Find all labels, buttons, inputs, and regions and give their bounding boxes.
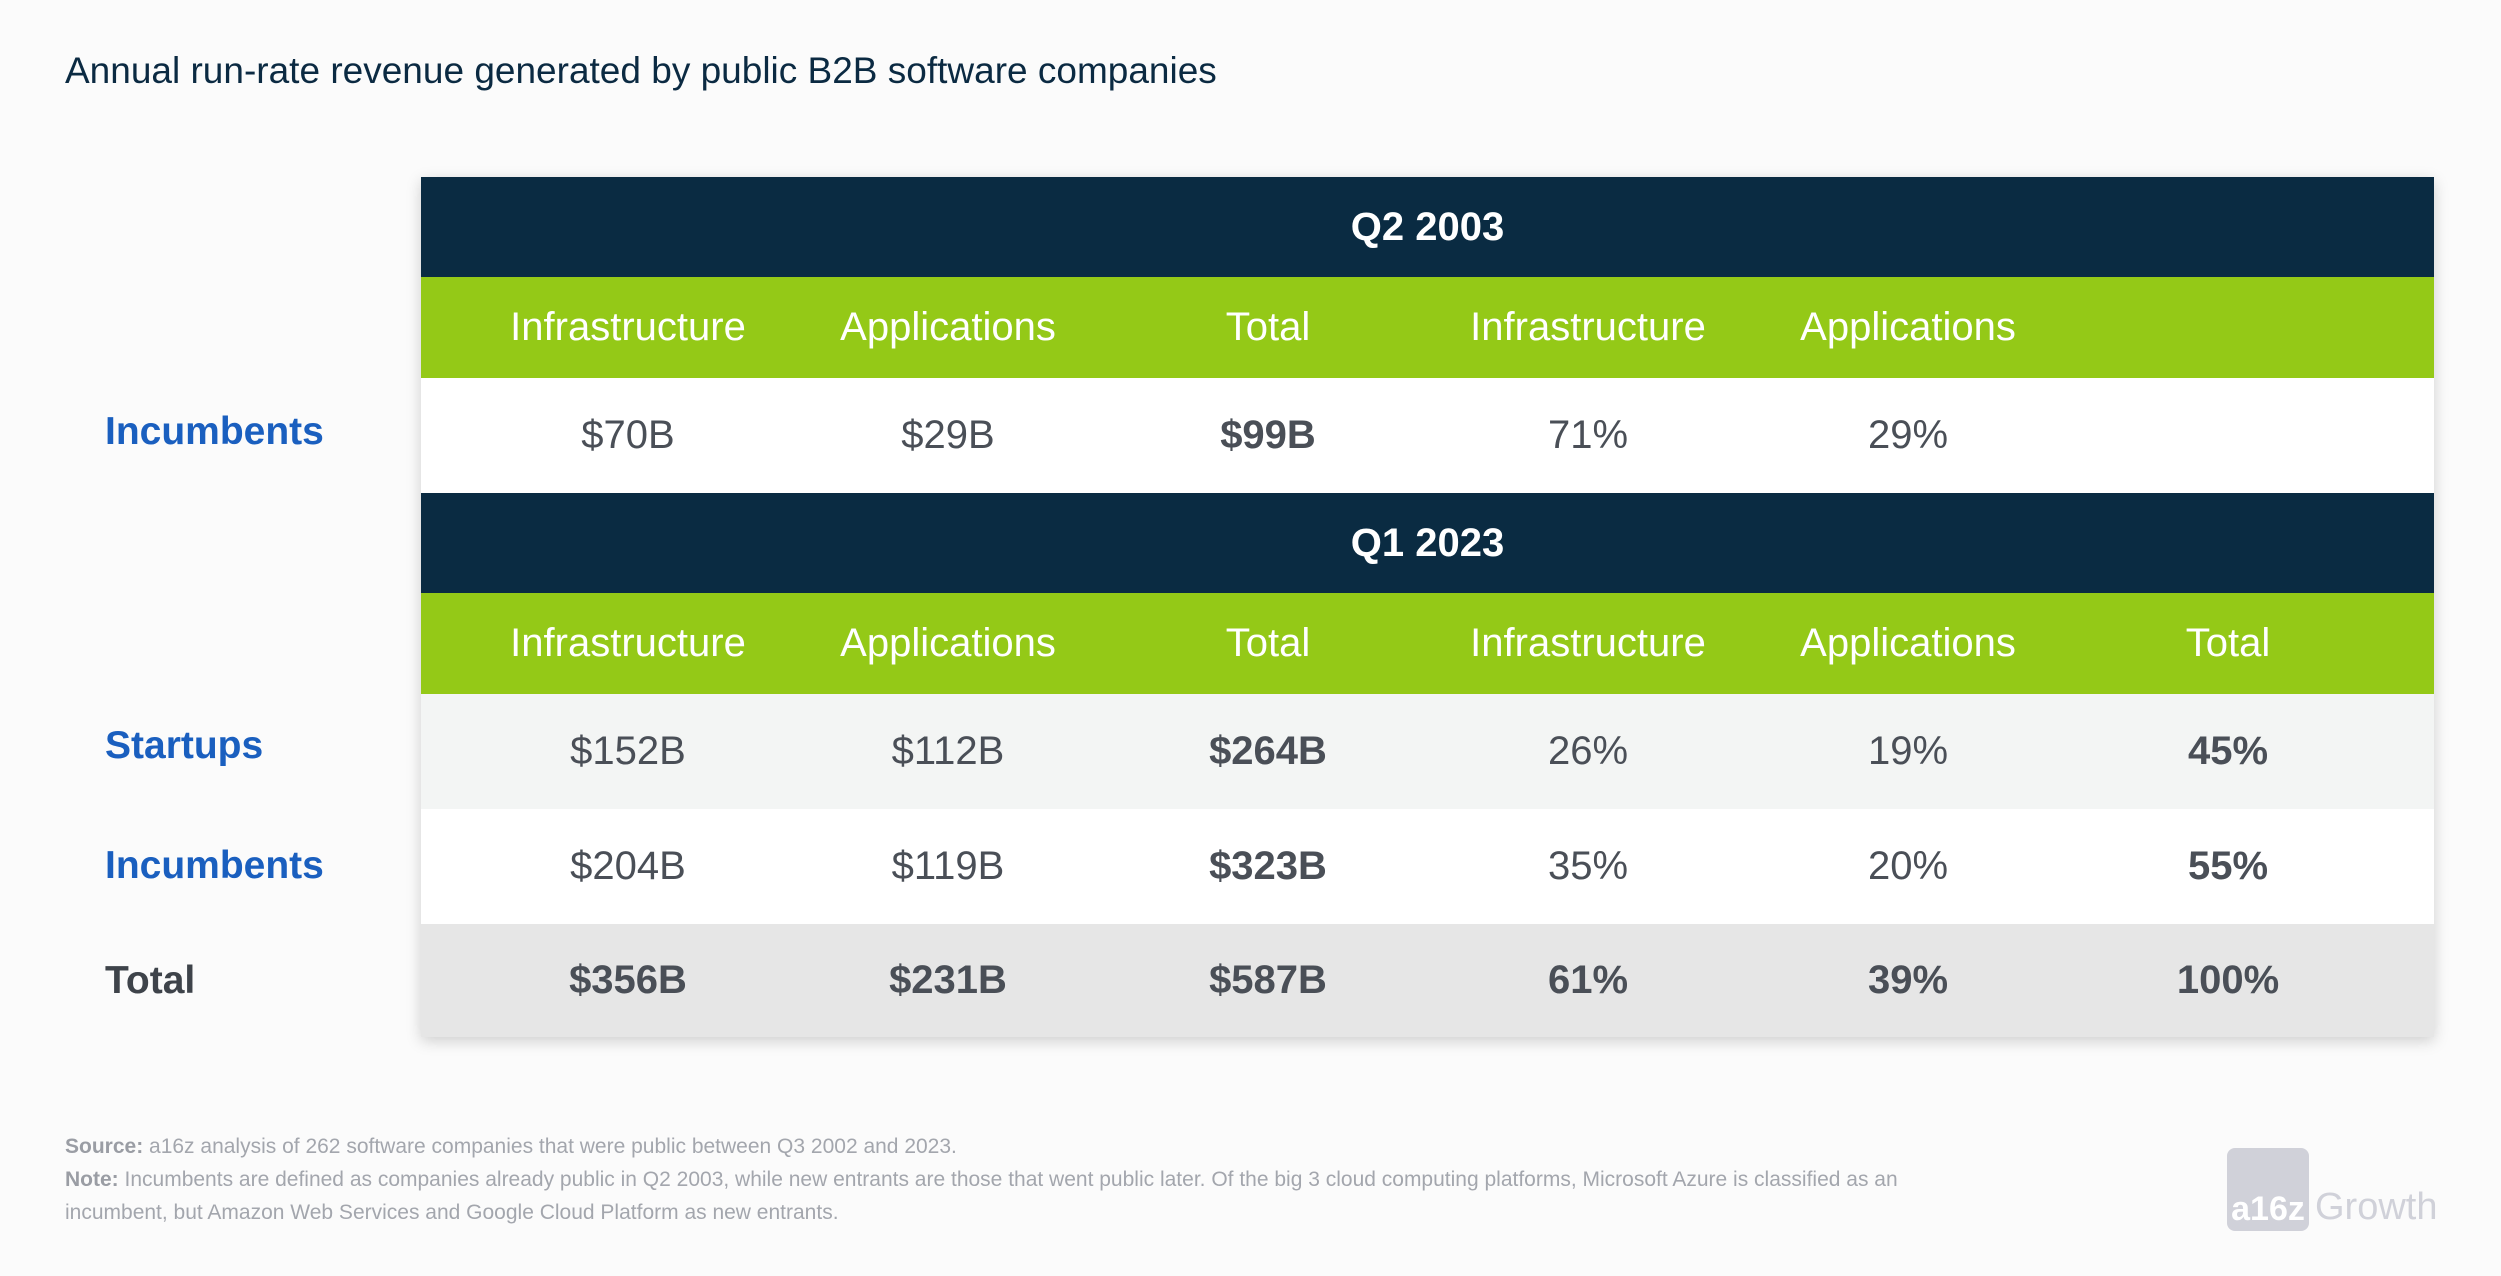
table-cell: Infrastructure [1470,621,1706,665]
table-row: $70B $29B $99B 71% 29% [421,378,2434,493]
table-cell: $204B [570,844,686,888]
table-cell: Applications [1800,621,2016,665]
row-label: Incumbents [105,844,324,887]
logo-mark: a16z [2227,1148,2309,1231]
logo-text: Growth [2315,1186,2438,1228]
column-headers: Infrastructure Applications Total Infrastru… [421,277,2434,378]
table-cell: 100% [2176,958,2280,1002]
source-note: Source: a16z analysis of 262 software co… [65,1135,957,1159]
table-cell: 35% [1547,844,1629,888]
table-cell: $231B [889,958,1007,1002]
table-cell: 55% [2187,844,2269,888]
table-cell: Applications [1800,305,2016,349]
period-header: Q1 2023 [421,493,2434,593]
table-cell: 29% [1867,413,1949,457]
revenue-table: Q2 2003 Infrastructure Applications Total I… [421,177,2434,1037]
table-cell: 26% [1547,729,1629,773]
table-cell: 61% [1547,958,1629,1002]
note-text: Incumbents are defined as companies alre… [118,1168,1898,1191]
table-cell: Applications [840,305,1056,349]
table-cell: Infrastructure [510,305,746,349]
table-cell: 71% [1547,413,1629,457]
table-cell: 39% [1867,958,1949,1002]
table-cell: $99B [1220,413,1316,457]
table-cell: $29B [901,413,995,457]
table-cell: $323B [1209,844,1327,888]
table-cell: $112B [891,729,1005,773]
table-cell: Total [1225,621,1311,665]
table-cell: 45% [2187,729,2269,773]
table-cell: Infrastructure [1470,305,1706,349]
table-cell: Total [1225,305,1311,349]
table-cell: 19% [1867,729,1949,773]
table-row-total: $356B $231B $587B 61% 39% 100% [421,924,2434,1037]
table-cell: Total [2185,621,2271,665]
table-cell: 20% [1867,844,1949,888]
period-header: Q2 2003 [421,177,2434,277]
table-cell [2068,378,2388,493]
chart-title: Annual run-rate revenue generated by pub… [65,50,1217,91]
table-cell [2068,277,2388,378]
a16z-growth-logo: a16z Growth [2227,1148,2437,1231]
table-cell: Applications [840,621,1056,665]
table-cell: $119B [891,844,1005,888]
table-cell: $70B [581,413,675,457]
source-label: Source: [65,1135,144,1158]
note-continued: incumbent, but Amazon Web Services and G… [65,1201,839,1224]
table-cell: Infrastructure [510,621,746,665]
source-text: a16z analysis of 262 software companies … [143,1135,957,1158]
table-cell: $264B [1209,729,1327,773]
note: Note: Incumbents are defined as companie… [65,1168,1898,1192]
row-label: Startups [105,724,264,767]
table-row: $204B $119B $323B 35% 20% 55% [421,809,2434,924]
note-label: Note: [65,1168,119,1191]
column-headers: Infrastructure Applications Total Infrastru… [421,593,2434,694]
row-label: Total [105,959,196,1002]
table-row: $152B $112B $264B 26% 19% 45% [421,694,2434,809]
table-cell: $356B [569,958,687,1002]
row-label: Incumbents [105,410,324,453]
table-cell: $587B [1209,958,1327,1002]
table-cell: $152B [570,729,686,773]
